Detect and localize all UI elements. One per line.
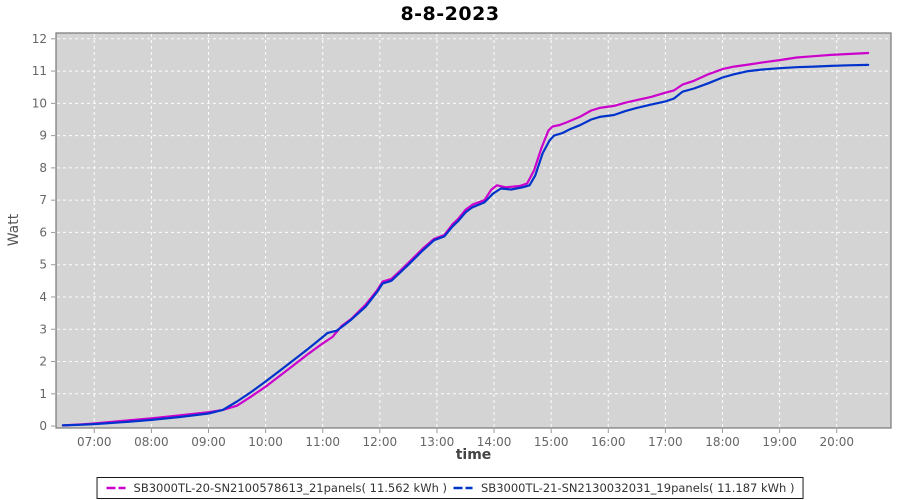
y-tick-label: 8 [39,161,47,175]
x-tick-label: 07:00 [77,435,112,449]
y-tick-label: 1 [39,387,47,401]
y-tick-label: 7 [39,193,47,207]
x-tick-label: 11:00 [305,435,340,449]
legend-label: SB3000TL-20-SN2100578613_21panels( 11.56… [133,481,447,495]
x-tick-label: 15:00 [534,435,569,449]
series-line-0 [61,51,870,427]
x-tick-label: 18:00 [705,435,740,449]
legend-item-inverter-21: SB3000TL-21-SN2130032031_19panels( 11.18… [453,481,794,495]
y-tick-label: 9 [39,129,47,143]
x-tick-label: 08:00 [134,435,169,449]
y-tick-label: 4 [39,290,47,304]
y-tick-label: 12 [32,32,47,46]
series-line-1 [61,63,870,427]
legend-item-inverter-20: SB3000TL-20-SN2100578613_21panels( 11.56… [106,481,447,495]
x-tick-label: 09:00 [191,435,226,449]
y-tick-label: 0 [39,419,47,433]
plot-area [56,33,891,428]
y-tick-label: 5 [39,258,47,272]
x-tick-label: 20:00 [819,435,854,449]
x-tick-label: 14:00 [477,435,512,449]
y-tick-label: 11 [32,64,47,78]
legend: SB3000TL-20-SN2100578613_21panels( 11.56… [96,477,804,499]
plot-border [55,32,892,429]
x-tick-label: 10:00 [248,435,283,449]
x-tick-label: 13:00 [420,435,455,449]
x-axis-title: time [455,447,492,463]
x-tick-label: 16:00 [591,435,626,449]
y-tick-label: 2 [39,355,47,369]
legend-line-swatch-magenta [106,486,129,490]
x-tick-label: 19:00 [762,435,797,449]
y-tick-label: 6 [39,225,47,239]
y-axis-title: Watt [6,213,22,247]
x-tick-label: 17:00 [648,435,683,449]
y-tick-label: 10 [32,96,47,110]
x-tick-label: 12:00 [363,435,398,449]
legend-line-swatch-blue [454,486,476,490]
chart-title: 8-8-2023 [400,3,500,25]
legend-label: SB3000TL-21-SN2130032031_19panels( 11.18… [481,481,795,495]
y-tick-label: 3 [39,322,47,336]
